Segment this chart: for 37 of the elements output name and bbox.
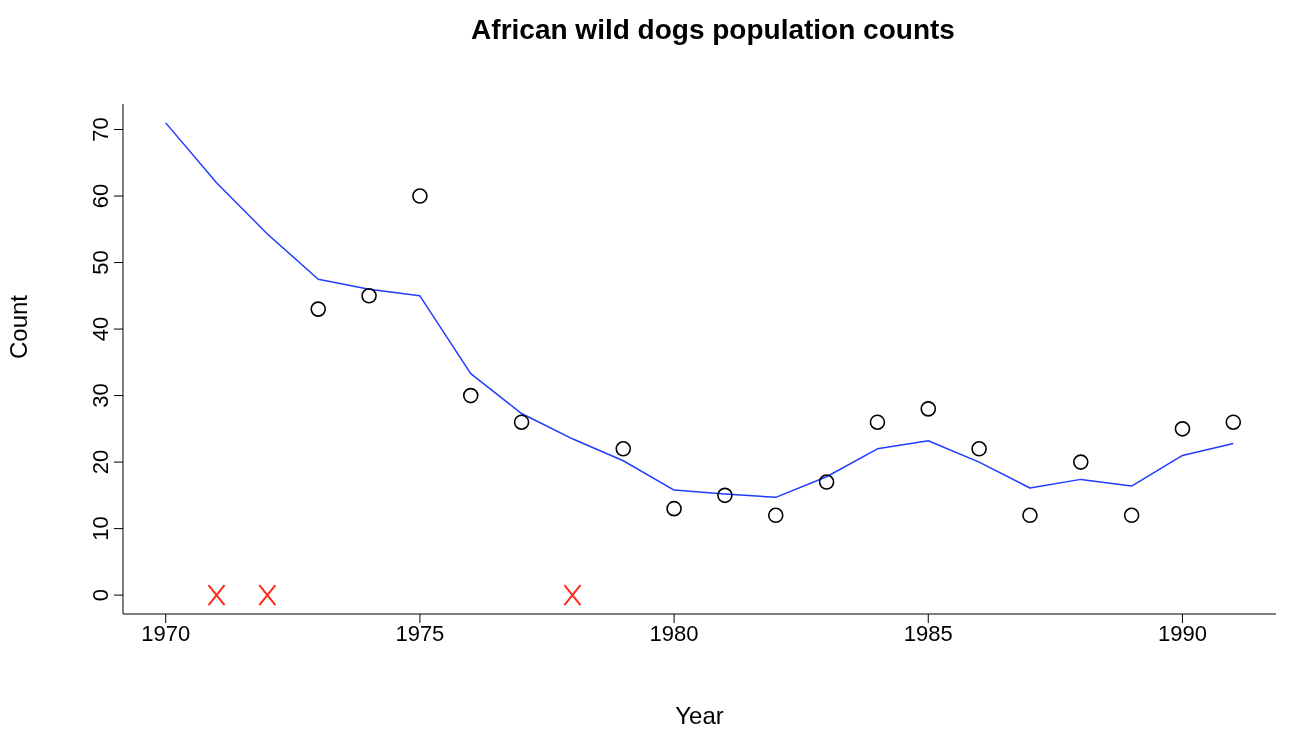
point xyxy=(207,584,226,607)
x-tick-label: 1970 xyxy=(141,620,191,646)
y-tick-label: 40 xyxy=(88,316,113,342)
point xyxy=(1123,507,1140,524)
point xyxy=(361,288,377,304)
point xyxy=(563,584,582,607)
point xyxy=(971,440,987,457)
point xyxy=(717,487,733,504)
point xyxy=(920,401,937,417)
point xyxy=(869,414,886,430)
point xyxy=(818,474,835,490)
point xyxy=(666,500,682,517)
y-tick-label: 20 xyxy=(88,449,113,475)
x-axis-title: Year xyxy=(675,702,724,729)
y-tick-label: 0 xyxy=(88,588,113,602)
point xyxy=(1072,454,1089,470)
point xyxy=(462,387,479,404)
point xyxy=(258,584,277,607)
point xyxy=(615,440,632,457)
y-tick-label: 50 xyxy=(88,250,113,275)
y-axis-title: Count xyxy=(4,294,32,359)
point xyxy=(767,507,784,524)
y-tick-label: 30 xyxy=(88,383,113,408)
x-tick-label: 1980 xyxy=(649,620,699,646)
point xyxy=(310,301,327,317)
y-tick-label: 60 xyxy=(88,183,113,209)
chart-title: African wild dogs population counts xyxy=(470,13,956,47)
y-tick-label: 70 xyxy=(88,117,113,142)
x-tick-label: 1985 xyxy=(903,620,953,646)
point xyxy=(513,414,530,430)
y-tick-label: 10 xyxy=(88,516,113,541)
point xyxy=(1225,414,1242,430)
x-tick-label: 1990 xyxy=(1157,620,1207,646)
point xyxy=(1174,421,1191,437)
point xyxy=(1022,507,1038,524)
point xyxy=(412,188,428,204)
x-tick-label: 1975 xyxy=(395,620,445,646)
